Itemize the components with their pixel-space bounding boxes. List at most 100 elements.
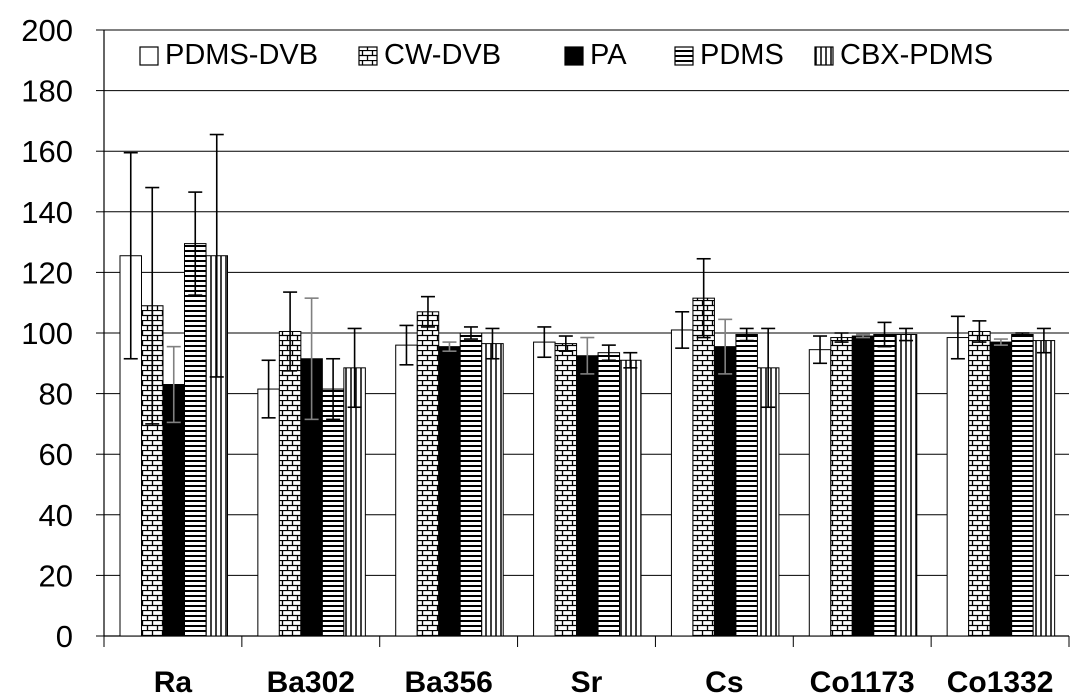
error-bar	[972, 320, 987, 343]
bar-pdms-co1173	[873, 334, 896, 637]
error-bar	[537, 326, 552, 359]
error-bar	[834, 332, 849, 343]
bar-cbx-pdms-ba302	[343, 367, 366, 637]
y-tick-label: 140	[21, 195, 73, 230]
error-bar	[463, 326, 478, 340]
y-tick-label: 100	[21, 316, 73, 351]
bar-cw-dvb-cs	[692, 297, 715, 637]
error-bar	[813, 335, 828, 365]
bar-pdms-dvb-sr	[533, 341, 556, 637]
bar-pdms-dvb-co1332	[946, 337, 970, 637]
y-tick-label: 80	[39, 377, 73, 412]
legend-item: CBX-PDMS	[814, 39, 993, 71]
legend-label: CW-DVB	[384, 39, 501, 71]
legend-item: PDMS	[674, 39, 784, 71]
bar-pdms-dvb-ba356	[395, 344, 418, 637]
bar-pdms-dvb-cs	[670, 329, 694, 637]
x-tick-labels: Ra Ba302 Ba356 Sr Cs Co1173 Co1332	[154, 666, 1054, 698]
legend-swatch	[564, 46, 584, 66]
error-bar	[623, 351, 638, 369]
bar-cw-dvb-ba302	[278, 330, 302, 637]
error-bar	[950, 315, 965, 360]
y-tick-labels: 0 20 40 60 80 100 120 140 160 180 200	[21, 13, 73, 654]
error-bar	[283, 291, 298, 372]
error-bar	[326, 357, 341, 421]
legend-label: CBX-PDMS	[840, 39, 993, 71]
bar-cw-dvb-sr	[554, 343, 578, 637]
error-bar	[420, 295, 435, 328]
error-bar	[558, 335, 573, 352]
bar-cbx-pdms-co1332	[1032, 340, 1056, 637]
y-tick-label: 160	[21, 134, 73, 169]
bar-pdms-dvb-co1173	[808, 349, 832, 637]
bar-pa-ba356	[438, 346, 461, 637]
y-tick-label: 20	[39, 558, 73, 593]
bar-cbx-pdms-cs	[756, 367, 780, 637]
legend: PDMS-DVB CW-DVB PA PDMS CBX-PDMS	[139, 39, 993, 71]
error-bar	[123, 151, 138, 360]
error-bar	[485, 327, 500, 360]
legend-item: PA	[564, 39, 627, 71]
error-bar	[1036, 327, 1051, 354]
y-tick-label: 120	[21, 255, 73, 290]
x-tick-label: Sr	[571, 666, 603, 698]
error-bar	[877, 321, 892, 348]
error-bars	[123, 133, 1051, 425]
bar-pa-sr	[576, 355, 599, 637]
x-tick-label: Ba356	[404, 666, 492, 698]
legend-label: PA	[590, 39, 627, 71]
x-tick-label: Co1173	[810, 666, 915, 698]
bars	[119, 243, 1056, 637]
y-tick-label: 0	[56, 619, 73, 654]
error-bar	[601, 344, 616, 362]
bar-cbx-pdms-ba356	[481, 343, 504, 637]
bar-pdms-ba356	[459, 332, 483, 637]
bar-pdms-co1332	[1011, 334, 1034, 637]
error-bar	[761, 327, 776, 409]
error-bar	[580, 336, 595, 375]
error-bar	[209, 133, 224, 378]
y-tick-label: 60	[39, 437, 73, 472]
error-bar	[856, 333, 871, 339]
legend-label: PDMS	[700, 39, 784, 71]
bar-pa-co1173	[851, 335, 875, 637]
y-tick-label: 40	[39, 498, 73, 533]
bar-pdms-dvb-ba302	[257, 388, 280, 637]
bar-cw-dvb-ba356	[416, 311, 440, 637]
error-bar	[399, 324, 414, 366]
bar-pdms-ba302	[321, 388, 345, 637]
bar-pdms-cs	[735, 334, 758, 637]
y-tick-label: 200	[21, 13, 73, 48]
error-bar	[304, 297, 319, 421]
bar-pdms-ra	[184, 243, 207, 637]
error-bar	[442, 341, 457, 352]
error-bar	[696, 257, 711, 339]
x-tick-label: Co1332	[947, 666, 1054, 698]
x-tick-label: Cs	[705, 666, 743, 698]
error-bar	[718, 318, 733, 375]
legend-item: PDMS-DVB	[139, 39, 318, 71]
bar-cbx-pdms-sr	[619, 359, 642, 637]
error-bar	[739, 327, 754, 342]
legend-label: PDMS-DVB	[165, 39, 318, 71]
x-tick-label: Ba302	[267, 666, 355, 698]
legend-swatch	[674, 46, 694, 66]
error-bar	[1015, 332, 1030, 337]
bar-pa-co1332	[989, 341, 1013, 637]
error-bar	[675, 310, 690, 349]
error-bar	[993, 338, 1008, 346]
error-bar	[188, 191, 203, 296]
bar-pdms-sr	[597, 352, 621, 637]
error-bar	[347, 327, 362, 409]
bar-cbx-pdms-co1173	[894, 334, 918, 637]
legend-swatch	[139, 46, 159, 66]
legend-swatch	[358, 46, 378, 66]
bar-pa-cs	[713, 346, 737, 637]
error-bar	[899, 327, 914, 342]
error-bar	[261, 359, 276, 419]
bar-cw-dvb-co1332	[968, 330, 991, 637]
error-bar	[145, 186, 160, 425]
legend-item: CW-DVB	[358, 39, 501, 71]
